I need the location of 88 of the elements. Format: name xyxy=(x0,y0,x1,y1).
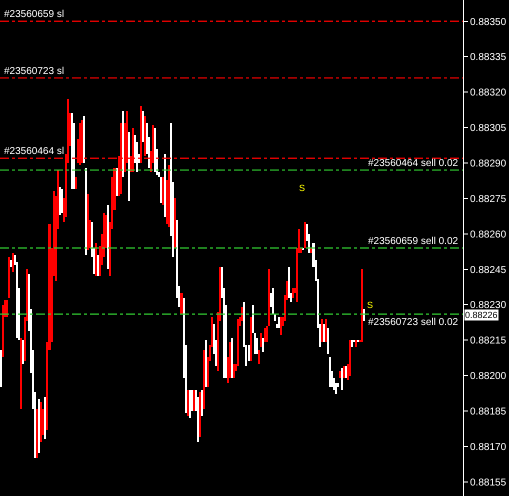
bar xyxy=(116,168,118,196)
bar xyxy=(325,319,327,342)
bar xyxy=(205,340,207,387)
bar xyxy=(329,357,331,387)
bar xyxy=(10,260,12,267)
bar xyxy=(154,128,156,172)
y-tick-label: 0.88185 xyxy=(470,406,507,418)
bar xyxy=(180,293,183,314)
annotation: S xyxy=(299,183,306,193)
bar xyxy=(12,253,14,272)
bar xyxy=(233,364,235,378)
bar xyxy=(258,350,260,364)
y-tick-label: 0.88260 xyxy=(470,229,507,240)
bar xyxy=(95,243,97,276)
bar xyxy=(97,255,99,276)
bar xyxy=(304,222,306,248)
bar xyxy=(38,399,40,453)
ref-line-label: #23560723 sl xyxy=(4,66,64,77)
bar xyxy=(8,257,10,298)
bar xyxy=(323,324,325,342)
bar xyxy=(254,333,256,354)
bar xyxy=(292,288,294,298)
bar xyxy=(363,309,365,321)
y-tick-label: 0.88230 xyxy=(470,300,507,312)
bar xyxy=(142,111,144,142)
y-tick-label: 0.88275 xyxy=(470,194,507,205)
bar xyxy=(75,177,77,189)
bar xyxy=(83,116,85,163)
bar xyxy=(203,350,205,409)
bar xyxy=(274,314,276,321)
bar xyxy=(278,317,280,328)
bar xyxy=(288,267,290,298)
bar xyxy=(0,350,2,387)
ref-line-label: #23560723 sell 0.02 xyxy=(368,317,459,328)
annotation: 0.88226 xyxy=(465,310,498,320)
y-tick-label: 0.88335 xyxy=(470,52,507,64)
bar xyxy=(85,168,87,255)
ref-line-label: #23560659 sell 0.02 xyxy=(368,236,459,247)
ref-line-label: #23560464 sell 0.02 xyxy=(368,158,459,169)
bar xyxy=(122,111,124,177)
bar xyxy=(6,300,8,317)
bar xyxy=(264,328,266,342)
annotation: S xyxy=(367,300,374,310)
bar xyxy=(355,340,357,347)
bar xyxy=(71,113,73,189)
bar xyxy=(321,319,323,342)
bar xyxy=(351,340,353,347)
y-tick-label: 0.88350 xyxy=(470,16,507,28)
bar xyxy=(22,340,24,364)
bar xyxy=(201,390,203,416)
bar xyxy=(44,397,46,439)
bar xyxy=(199,392,201,437)
y-tick-label: 0.88200 xyxy=(470,371,507,382)
bar xyxy=(260,333,262,347)
bar xyxy=(341,368,343,390)
bar xyxy=(174,198,176,248)
bar xyxy=(361,269,363,342)
y-tick-label: 0.88215 xyxy=(470,336,507,347)
ref-line-label: #23560464 sl xyxy=(4,146,64,157)
bar xyxy=(61,189,63,213)
bar xyxy=(128,132,130,201)
ref-line-label: #23560659 sl xyxy=(4,9,64,20)
bar xyxy=(164,154,166,217)
bar xyxy=(250,317,252,361)
bar xyxy=(272,288,274,314)
bar xyxy=(168,165,170,227)
bar xyxy=(310,248,312,253)
y-tick-label: 0.88155 xyxy=(470,477,507,488)
bar xyxy=(252,305,254,333)
y-tick-label: 0.88245 xyxy=(470,264,507,276)
y-tick-label: 0.88290 xyxy=(470,158,507,170)
bar xyxy=(262,338,264,352)
bar xyxy=(107,205,109,269)
y-tick-label: 0.88305 xyxy=(470,123,507,134)
bar xyxy=(327,328,329,354)
bar xyxy=(59,187,61,215)
y-tick-label: 0.88320 xyxy=(470,88,507,99)
bar xyxy=(40,402,42,442)
bar xyxy=(20,338,22,409)
bar xyxy=(349,340,351,376)
bar xyxy=(87,194,89,250)
bar xyxy=(36,409,38,458)
bar xyxy=(339,371,341,378)
y-tick-label: 0.88170 xyxy=(470,442,507,453)
bar xyxy=(266,326,268,342)
bar xyxy=(280,317,282,335)
bar xyxy=(268,269,270,326)
bar xyxy=(231,338,233,378)
